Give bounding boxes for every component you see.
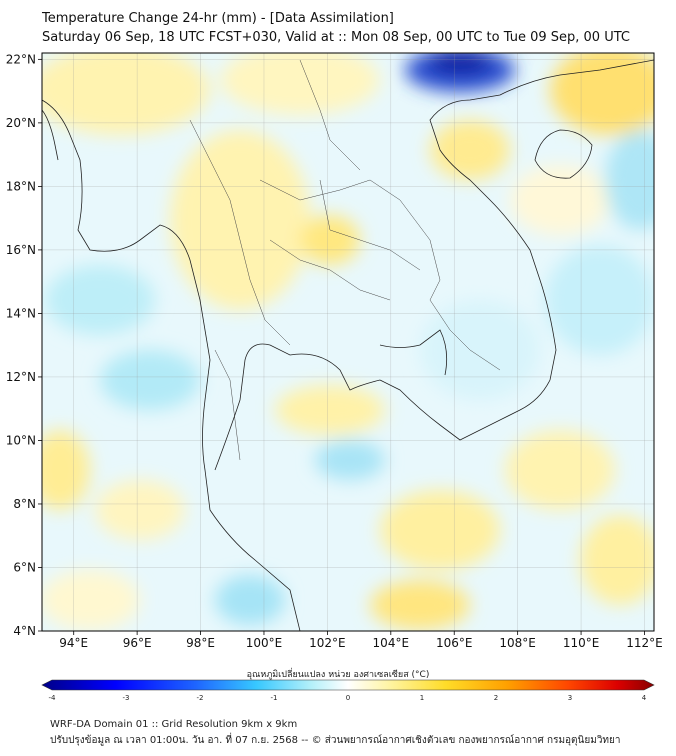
lon-tick-label: 102°E (309, 636, 346, 650)
colorbar-tick-label: 3 (568, 694, 572, 700)
lon-tick-label: 100°E (246, 636, 283, 650)
temperature-change-map: 94°E 96°E 98°E 100°E 102°E 104°E 106°E 108°E 110… (6, 52, 663, 700)
country-borders (189, 59, 501, 461)
lat-tick-label: 10°N (6, 433, 36, 447)
lat-tick-label: 20°N (6, 116, 36, 130)
lon-tick-label: 112°E (626, 636, 663, 650)
colorbar-tick-label: 1 (420, 694, 424, 700)
coastlines (42, 59, 654, 631)
temperature-field (42, 53, 654, 631)
lon-tick-label: 98°E (186, 636, 215, 650)
lon-tick-label: 106°E (436, 636, 473, 650)
lat-tick-label: 18°N (6, 179, 36, 193)
map-title: Temperature Change 24-hr (mm) - [Data As… (42, 11, 394, 26)
colorbar-tick-label: -2 (197, 694, 204, 700)
lon-tick-label: 108°E (499, 636, 536, 650)
lat-tick-label: 22°N (6, 52, 36, 66)
lon-tick-label: 110°E (563, 636, 600, 650)
lon-tick-label: 104°E (373, 636, 410, 650)
colorbar-ramp (41, 679, 655, 691)
colorbar-tick-label: -3 (123, 694, 130, 700)
lat-tick-label: 6°N (13, 560, 36, 574)
lat-tick-label: 14°N (6, 306, 36, 320)
lat-tick-label: 12°N (6, 370, 36, 384)
footer-model-info: WRF-DA Domain 01 :: Grid Resolution 9km … (50, 719, 298, 730)
footer-credit: ปรับปรุงข้อมูล ณ เวลา 01:00น. วัน อา. ที… (50, 735, 621, 746)
lat-tick-label: 16°N (6, 243, 36, 257)
latitude-axis: 4°N 6°N 8°N 10°N 12°N 14°N 16°N 18°N 20°N 22°N (6, 52, 42, 638)
colorbar: -4 -3 -2 -1 0 1 2 3 4 (41, 679, 655, 700)
plot-frame (41, 52, 655, 632)
lat-tick-label: 8°N (13, 497, 36, 511)
lon-tick-label: 94°E (59, 636, 88, 650)
colorbar-ticks: -4 -3 -2 -1 0 1 2 3 4 (49, 694, 647, 700)
longitude-axis: 94°E 96°E 98°E 100°E 102°E 104°E 106°E 108°E 110… (59, 631, 663, 650)
map-subtitle: Saturday 06 Sep, 18 UTC FCST+030, Valid … (42, 30, 630, 45)
lon-tick-label: 96°E (123, 636, 152, 650)
colorbar-tick-label: -4 (49, 694, 57, 700)
lat-lon-grid (42, 53, 654, 632)
colorbar-tick-label: 4 (642, 694, 647, 700)
lat-tick-label: 4°N (13, 624, 36, 638)
colorbar-tick-label: 0 (346, 694, 350, 700)
colorbar-title: อุณหภูมิเปลี่ยนแปลง หน่วย องศาเซลเซียส (… (246, 670, 430, 680)
colorbar-tick-label: 2 (494, 694, 498, 700)
colorbar-tick-label: -1 (271, 694, 278, 700)
